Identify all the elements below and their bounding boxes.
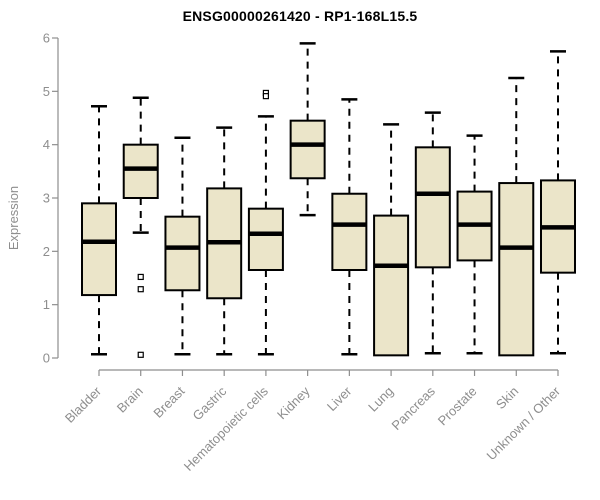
category-label: Lung bbox=[365, 384, 396, 415]
outlier-point bbox=[137, 286, 144, 293]
box-iqr bbox=[247, 207, 284, 272]
box-iqr bbox=[373, 214, 410, 357]
y-tick-label: 1 bbox=[43, 297, 50, 312]
category-label: Kidney bbox=[274, 383, 313, 422]
y-tick-label: 4 bbox=[43, 137, 50, 152]
box-iqr bbox=[122, 143, 159, 200]
chart-title: ENSG00000261420 - RP1-168L15.5 bbox=[182, 8, 418, 24]
category-label: Liver bbox=[324, 383, 355, 414]
box-iqr bbox=[498, 182, 535, 357]
category-label: Pancreas bbox=[388, 383, 438, 433]
box-iqr bbox=[164, 215, 201, 292]
y-tick-label: 6 bbox=[43, 31, 50, 46]
y-tick-label: 2 bbox=[43, 244, 50, 259]
category-label: Unknown / Other bbox=[484, 383, 564, 463]
category-label: Brain bbox=[114, 384, 146, 416]
box-iqr bbox=[81, 202, 117, 297]
box-iqr bbox=[331, 192, 368, 272]
y-tick-label: 5 bbox=[43, 84, 50, 99]
category-label: Breast bbox=[150, 383, 187, 420]
box-iqr bbox=[414, 146, 451, 269]
box-iqr bbox=[289, 119, 326, 180]
outlier-point bbox=[137, 351, 144, 358]
category-label: Gastric bbox=[190, 383, 230, 423]
y-tick-label: 3 bbox=[43, 191, 50, 206]
category-label: Bladder bbox=[62, 383, 105, 426]
category-label: Prostate bbox=[435, 384, 480, 429]
y-tick-label: 0 bbox=[43, 351, 50, 366]
category-label: Skin bbox=[493, 384, 521, 412]
outlier-point bbox=[262, 93, 270, 100]
outlier-point bbox=[137, 273, 144, 281]
